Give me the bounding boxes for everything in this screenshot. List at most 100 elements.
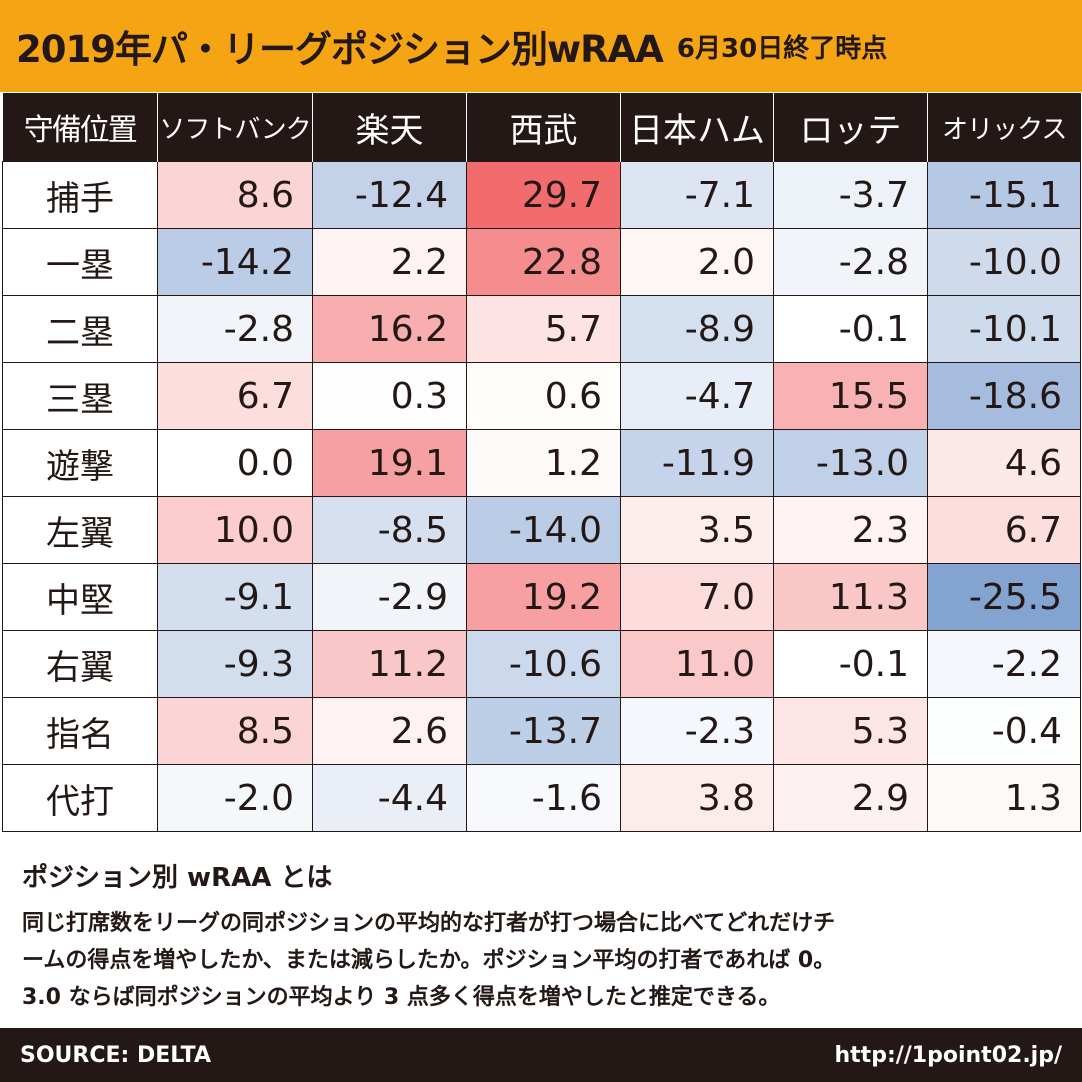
wraa-cell: -10.1 [927, 295, 1081, 363]
table-row: 二塁 -2.8 16.2 5.7 -8.9 -0.1 -10.1 [2, 295, 1081, 363]
chart-title: 2019年パ・リーグポジション別wRAA [16, 28, 664, 71]
team-header: ソフトバンク [157, 93, 313, 162]
wraa-cell: -2.2 [927, 630, 1081, 698]
wraa-cell: -3.7 [773, 161, 928, 229]
wraa-cell: 7.0 [620, 563, 774, 631]
wraa-cell: 8.6 [157, 161, 313, 229]
table-row: 中堅 -9.1 -2.9 19.2 7.0 11.3 -25.5 [2, 563, 1081, 631]
position-label: 右翼 [2, 630, 158, 698]
wraa-cell: -2.8 [773, 228, 928, 296]
position-label: 左翼 [2, 496, 158, 564]
wraa-cell: -10.6 [466, 630, 621, 698]
position-label: 二塁 [2, 295, 158, 363]
wraa-table: 守備位置 ソフトバンク 楽天 西武 日本ハム ロッテ オリックス 捕手 8.6 -1… [2, 93, 1081, 832]
wraa-cell: 2.3 [773, 496, 928, 564]
wraa-cell: 6.7 [157, 362, 313, 430]
wraa-cell: 19.1 [312, 429, 467, 497]
wraa-cell: 2.9 [773, 764, 928, 832]
explanation-line: ームの得点を増やしたか、または減らしたか。ポジション平均の打者であれば 0。 [22, 948, 836, 973]
wraa-cell: 3.8 [620, 764, 774, 832]
wraa-cell: 1.3 [927, 764, 1081, 832]
table-row: 一塁 -14.2 2.2 22.8 2.0 -2.8 -10.0 [2, 228, 1081, 296]
wraa-cell: -9.1 [157, 563, 313, 631]
wraa-cell: -1.6 [466, 764, 621, 832]
position-label: 代打 [2, 764, 158, 832]
position-label: 三塁 [2, 362, 158, 430]
wraa-cell: 2.6 [312, 697, 467, 765]
header-row: 守備位置 ソフトバンク 楽天 西武 日本ハム ロッテ オリックス [2, 93, 1081, 162]
wraa-cell: -12.4 [312, 161, 467, 229]
wraa-cell: -15.1 [927, 161, 1081, 229]
corner-header: 守備位置 [2, 93, 158, 162]
wraa-cell: 5.3 [773, 697, 928, 765]
source-label: SOURCE: DELTA [20, 1042, 211, 1068]
wraa-cell: -9.3 [157, 630, 313, 698]
team-header: ロッテ [773, 93, 928, 162]
wraa-cell: 1.2 [466, 429, 621, 497]
wraa-cell: -8.9 [620, 295, 774, 363]
explanation-title: ポジション別 wRAA とは [22, 863, 333, 893]
chart-subtitle: 6月30日終了時点 [676, 33, 888, 64]
wraa-cell: -18.6 [927, 362, 1081, 430]
explanation-line: 3.0 ならば同ポジションの平均より 3 点多く得点を増やしたと推定できる。 [22, 985, 781, 1010]
wraa-cell: 6.7 [927, 496, 1081, 564]
position-label: 一塁 [2, 228, 158, 296]
wraa-cell: 22.8 [466, 228, 621, 296]
wraa-cell: 5.7 [466, 295, 621, 363]
wraa-cell: -10.0 [927, 228, 1081, 296]
wraa-cell: 4.6 [927, 429, 1081, 497]
wraa-cell: -7.1 [620, 161, 774, 229]
wraa-cell: 16.2 [312, 295, 467, 363]
team-header: 楽天 [312, 93, 467, 162]
team-header: 西武 [466, 93, 621, 162]
table-row: 左翼 10.0 -8.5 -14.0 3.5 2.3 6.7 [2, 496, 1081, 564]
wraa-cell: -14.0 [466, 496, 621, 564]
wraa-cell: 2.0 [620, 228, 774, 296]
wraa-cell: 3.5 [620, 496, 774, 564]
team-header: オリックス [927, 93, 1081, 162]
table-row: 指名 8.5 2.6 -13.7 -2.3 5.3 -0.4 [2, 697, 1081, 765]
wraa-cell: -8.5 [312, 496, 467, 564]
wraa-cell: 2.2 [312, 228, 467, 296]
table-row: 遊撃 0.0 19.1 1.2 -11.9 -13.0 4.6 [2, 429, 1081, 497]
position-label: 捕手 [2, 161, 158, 229]
footer-bar: SOURCE: DELTA http://1point02.jp/ [0, 1028, 1082, 1082]
wraa-cell: 11.3 [773, 563, 928, 631]
wraa-cell: -11.9 [620, 429, 774, 497]
wraa-cell: 0.0 [157, 429, 313, 497]
wraa-cell: -0.1 [773, 630, 928, 698]
position-label: 中堅 [2, 563, 158, 631]
wraa-cell: -4.7 [620, 362, 774, 430]
table-row: 代打 -2.0 -4.4 -1.6 3.8 2.9 1.3 [2, 764, 1081, 832]
position-label: 指名 [2, 697, 158, 765]
wraa-cell: 11.0 [620, 630, 774, 698]
wraa-cell: -2.0 [157, 764, 313, 832]
wraa-cell: -2.9 [312, 563, 467, 631]
wraa-cell: -2.8 [157, 295, 313, 363]
wraa-cell: -2.3 [620, 697, 774, 765]
table-row: 捕手 8.6 -12.4 29.7 -7.1 -3.7 -15.1 [2, 161, 1081, 229]
wraa-cell: 0.3 [312, 362, 467, 430]
table-row: 右翼 -9.3 11.2 -10.6 11.0 -0.1 -2.2 [2, 630, 1081, 698]
team-header: 日本ハム [620, 93, 774, 162]
table-row: 三塁 6.7 0.3 0.6 -4.7 15.5 -18.6 [2, 362, 1081, 430]
wraa-cell: -13.7 [466, 697, 621, 765]
wraa-cell: -4.4 [312, 764, 467, 832]
wraa-cell: 0.6 [466, 362, 621, 430]
wraa-cell: 10.0 [157, 496, 313, 564]
wraa-cell: -0.1 [773, 295, 928, 363]
wraa-cell: -0.4 [927, 697, 1081, 765]
wraa-cell: -25.5 [927, 563, 1081, 631]
explanation-body: 同じ打席数をリーグの同ポジションの平均的な打者が打つ場合に比べてどれだけチ ーム… [22, 905, 1067, 1016]
wraa-cell: -14.2 [157, 228, 313, 296]
wraa-cell: 8.5 [157, 697, 313, 765]
wraa-cell: 19.2 [466, 563, 621, 631]
wraa-cell: 29.7 [466, 161, 621, 229]
source-url: http://1point02.jp/ [834, 1042, 1063, 1068]
table-body: 捕手 8.6 -12.4 29.7 -7.1 -3.7 -15.1 一塁 -14.2 2.2 22.… [2, 161, 1081, 832]
explanation-line: 同じ打席数をリーグの同ポジションの平均的な打者が打つ場合に比べてどれだけチ [22, 911, 836, 936]
title-bar: 2019年パ・リーグポジション別wRAA 6月30日終了時点 [0, 0, 1082, 92]
wraa-cell: 15.5 [773, 362, 928, 430]
wraa-cell: -13.0 [773, 429, 928, 497]
